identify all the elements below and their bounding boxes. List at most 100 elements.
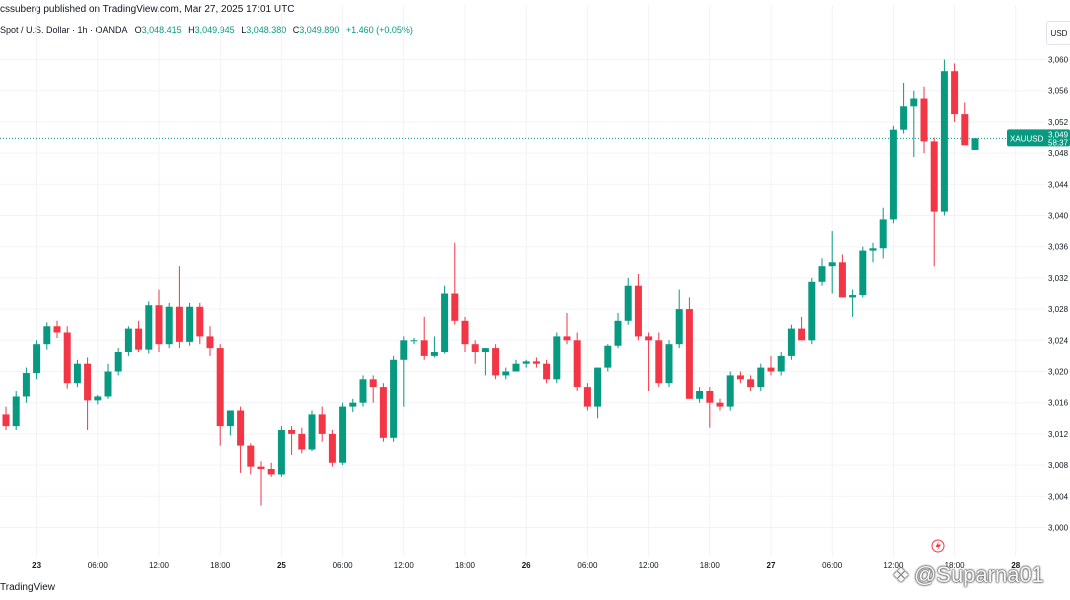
candle-body xyxy=(12,396,20,427)
candle-body xyxy=(288,430,296,434)
close-label: C xyxy=(292,25,300,35)
change-value: +1.460 (+0.05%) xyxy=(345,25,413,35)
candle-body xyxy=(900,106,908,130)
time-tick-label: 12:00 xyxy=(394,561,415,570)
chart-grid xyxy=(0,5,1046,557)
price-tick-label: 3,000 xyxy=(1048,524,1069,533)
watermark: ❖ @Suparna01 xyxy=(892,562,1044,588)
candle-body xyxy=(726,375,734,407)
time-tick-label: 28 xyxy=(1011,561,1020,570)
time-tick-label: 18:00 xyxy=(455,561,476,570)
low-value: 3,048.380 xyxy=(246,25,287,35)
time-tick-label: 06:00 xyxy=(333,561,354,570)
candle-body xyxy=(226,410,234,427)
time-tick-label: 06:00 xyxy=(577,561,598,570)
price-axis[interactable]: 3,000 3,004 3,008 3,012 3,016 3,020 3,024 3,028… xyxy=(1048,56,1069,533)
candle-body xyxy=(696,391,704,399)
candle-body xyxy=(767,367,775,372)
candle-body xyxy=(359,379,367,403)
close-value: 3,049.890 xyxy=(299,25,340,35)
time-tick-label: 18:00 xyxy=(210,561,231,570)
candle-body xyxy=(196,306,204,337)
candle-body xyxy=(22,373,30,397)
tradingview-logo[interactable]: TradingView xyxy=(0,582,55,593)
candle-body xyxy=(971,138,979,150)
last-price-symbol: XAUUSD xyxy=(1010,134,1044,143)
price-tick-label: 3,052 xyxy=(1048,118,1069,127)
price-tick-label: 3,032 xyxy=(1048,274,1069,283)
time-tick-label: 18:00 xyxy=(945,561,966,570)
candle-body xyxy=(787,328,795,356)
candle-body xyxy=(175,306,183,342)
low-label: L xyxy=(241,25,247,35)
candle-body xyxy=(889,129,897,220)
currency-selector[interactable]: USD xyxy=(1046,21,1070,45)
time-tick-label: 12:00 xyxy=(149,561,170,570)
candle-body xyxy=(349,402,357,407)
candle-body xyxy=(869,248,877,251)
candle-body xyxy=(838,262,846,298)
time-tick-label: 23 xyxy=(32,561,41,570)
candle-body xyxy=(471,344,479,352)
price-tick-label: 3,036 xyxy=(1048,243,1069,252)
candle-body xyxy=(400,340,408,360)
time-tick-label: 12:00 xyxy=(639,561,660,570)
candle-body xyxy=(563,336,571,341)
candle-body xyxy=(318,414,326,434)
candle-body xyxy=(267,469,275,475)
candle-body xyxy=(634,285,642,337)
last-price-label-box xyxy=(1007,129,1070,147)
candle-body xyxy=(114,352,122,372)
candle-body xyxy=(53,326,61,333)
last-price-label: XAUUSD 3,049 58:37 xyxy=(1007,129,1070,147)
candle-body xyxy=(339,406,347,463)
price-tick-label: 3,024 xyxy=(1048,336,1069,345)
candle-body xyxy=(849,295,857,298)
candle-body xyxy=(910,98,918,107)
price-tick-label: 3,012 xyxy=(1048,430,1069,439)
last-price-countdown: 58:37 xyxy=(1048,138,1069,147)
candle-body xyxy=(828,262,836,267)
candle-body xyxy=(961,114,969,146)
candle-body xyxy=(930,141,938,212)
candle-body xyxy=(818,266,826,282)
candle-body xyxy=(73,363,81,384)
candle-body xyxy=(186,306,194,342)
price-tick-label: 3,040 xyxy=(1048,212,1069,221)
time-tick-label: 25 xyxy=(277,561,286,570)
candle-body xyxy=(481,348,489,352)
price-tick-label: 3,056 xyxy=(1048,87,1069,96)
candle-body xyxy=(247,445,255,467)
candle-body xyxy=(390,359,398,438)
price-tick-label: 3,004 xyxy=(1048,492,1069,501)
candle-body xyxy=(879,219,887,249)
candle-body xyxy=(2,414,10,427)
published-line: cssuberg published on TradingView.com, M… xyxy=(0,4,295,15)
price-tick-label: 3,020 xyxy=(1048,368,1069,377)
candle-body xyxy=(757,367,765,388)
candle-body xyxy=(451,293,459,321)
candles xyxy=(2,59,979,506)
candle-body xyxy=(33,344,41,374)
price-tick-label: 3,016 xyxy=(1048,399,1069,408)
candle-body xyxy=(206,336,214,349)
high-value: 3,049.945 xyxy=(194,25,235,35)
candle-body xyxy=(716,402,724,407)
candle-body xyxy=(543,363,551,380)
candle-body xyxy=(328,433,336,463)
candle-body xyxy=(685,309,693,399)
economic-event-icon[interactable] xyxy=(931,539,945,553)
price-tick-label: 3,048 xyxy=(1048,149,1069,158)
candle-body xyxy=(369,379,377,388)
time-axis[interactable]: 23 06:00 12:00 18:00 25 06:00 12:00 18:00 26 06:0… xyxy=(32,561,1021,570)
candle-body xyxy=(655,340,663,384)
candle-body xyxy=(420,340,428,356)
time-tick-label: 06:00 xyxy=(822,561,843,570)
time-tick-label: 27 xyxy=(767,561,776,570)
price-tick-label: 3,060 xyxy=(1048,56,1069,65)
candle-body xyxy=(512,363,520,372)
high-label: H xyxy=(188,25,195,35)
candle-body xyxy=(104,371,112,397)
candle-body xyxy=(736,375,744,380)
